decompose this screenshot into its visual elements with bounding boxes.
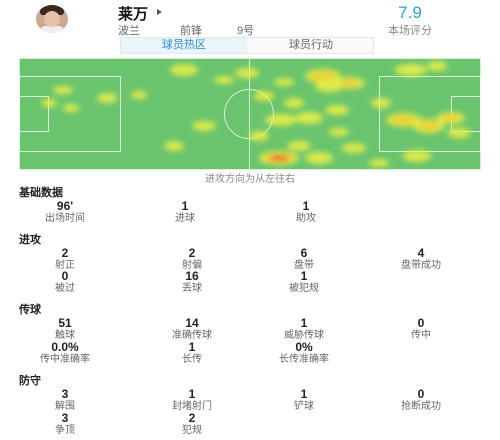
section-title-defense: 防守 <box>19 375 41 387</box>
stat-dribbled-past: 0 被过 <box>55 269 75 295</box>
stat-aerials: 3 争顶 <box>55 411 75 437</box>
heatmap-pitch <box>19 58 481 170</box>
stat-was-fouled: 1 被犯规 <box>289 269 319 295</box>
heat-spot <box>269 155 289 161</box>
heat-spot <box>315 80 343 92</box>
stat-accurate-passes: 14 准确传球 <box>172 316 212 342</box>
section-title-passing: 传球 <box>19 304 41 316</box>
expand-arrow-icon[interactable] <box>157 9 162 15</box>
stat-clearances: 3 解围 <box>55 387 75 413</box>
heat-spot <box>254 91 274 101</box>
stat-assists: 1 助攻 <box>296 199 316 225</box>
heat-spot <box>164 141 184 151</box>
heat-spot <box>41 99 57 107</box>
center-circle <box>224 89 274 139</box>
stat-long-ball-accuracy: 0% 长传准确率 <box>279 340 329 366</box>
heat-spot <box>274 78 294 86</box>
heatmap-layer <box>41 61 471 167</box>
heat-spot <box>192 121 216 131</box>
heat-spot <box>249 131 269 141</box>
heat-spot <box>325 105 349 115</box>
stat-crosses: 0 传中 <box>411 316 431 342</box>
player-country: 波兰 <box>118 25 140 37</box>
stat-dribbles: 6 盘带 <box>294 246 314 272</box>
player-header: 莱万 波兰 前锋 9号 7.9 本场评分 <box>0 0 500 38</box>
heat-spot <box>338 79 360 87</box>
stat-successful-dribbles: 4 盘带成功 <box>401 246 441 272</box>
stat-fouls: 2 犯规 <box>182 411 202 437</box>
player-rating: 7.9 <box>398 3 422 22</box>
heat-spot <box>447 128 471 138</box>
stat-possession-lost: 16 丢球 <box>182 269 202 295</box>
player-name: 莱万 <box>118 6 149 23</box>
heat-spot <box>235 68 259 78</box>
heat-spot <box>418 121 440 131</box>
heat-spot <box>329 128 349 136</box>
stat-shots-on-target: 2 射正 <box>55 246 75 272</box>
tab-actions[interactable]: 球员行动 <box>289 39 333 51</box>
player-number: 9号 <box>237 25 255 37</box>
heat-spot <box>395 64 427 76</box>
heat-spot <box>403 150 431 162</box>
heat-spot <box>369 159 389 167</box>
stat-minutes-played: 96' 出场时间 <box>45 199 85 225</box>
stat-shots-off-target: 2 射偏 <box>182 246 202 272</box>
heat-spot <box>131 91 147 99</box>
heat-spot <box>97 93 117 103</box>
stat-interceptions: 0 抢断成功 <box>401 387 441 413</box>
heat-spot <box>391 115 417 125</box>
tab-bar: 球员热区 球员行动 <box>120 37 374 54</box>
stat-goals: 1 进球 <box>175 199 195 225</box>
heat-spot <box>214 76 234 84</box>
heat-spot <box>295 112 323 124</box>
attack-direction-caption: 进攻方向为从左往右 <box>205 174 295 185</box>
stat-tackles: 1 铲球 <box>294 387 314 413</box>
heat-spot <box>265 114 297 126</box>
stat-cross-accuracy: 0.0% 传中准确率 <box>40 340 90 366</box>
section-title-attack: 进攻 <box>19 234 41 246</box>
heat-spot <box>53 86 73 94</box>
heat-spot <box>63 104 79 112</box>
heat-spot <box>305 152 333 164</box>
player-position: 前锋 <box>180 25 202 37</box>
rating-label: 本场评分 <box>388 25 432 37</box>
stat-long-balls: 1 长传 <box>182 340 202 366</box>
left-goal-box <box>19 96 49 132</box>
heat-spot <box>170 64 198 76</box>
stat-touches: 51 触球 <box>55 316 75 342</box>
heat-spot <box>371 98 391 108</box>
stat-key-passes: 1 威胁传球 <box>284 316 324 342</box>
section-title-basic: 基础数据 <box>19 187 63 199</box>
heat-spot <box>442 114 460 122</box>
tab-heatmap[interactable]: 球员热区 <box>121 38 247 53</box>
heat-spot <box>284 98 304 108</box>
heat-spot <box>342 143 366 153</box>
heat-spot <box>310 71 336 81</box>
avatar <box>36 5 68 33</box>
heat-spot <box>427 61 447 71</box>
stat-blocked-shots: 1 封堵射门 <box>172 387 212 413</box>
heat-spot <box>287 141 311 151</box>
heat-spots <box>41 61 471 167</box>
